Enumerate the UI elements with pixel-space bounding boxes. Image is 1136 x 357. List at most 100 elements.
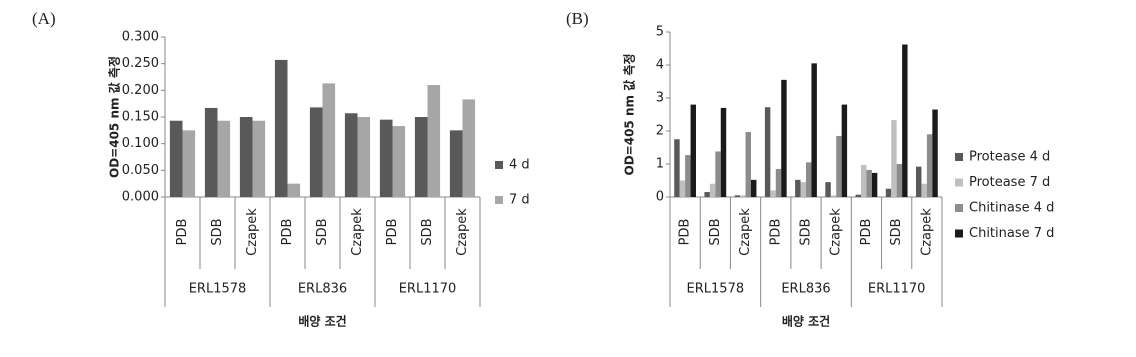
x-tick-label: PDB bbox=[280, 219, 295, 246]
bar bbox=[861, 164, 867, 197]
bar bbox=[770, 190, 776, 197]
bar bbox=[239, 117, 253, 197]
legend-label: Protease 4 d bbox=[969, 150, 1050, 165]
bar bbox=[309, 107, 323, 197]
bar bbox=[916, 166, 922, 197]
bar bbox=[720, 107, 727, 197]
group-label: ERL836 bbox=[298, 282, 347, 297]
legend-label: 7 d bbox=[509, 193, 530, 208]
bar bbox=[679, 180, 686, 197]
bar bbox=[885, 188, 892, 197]
bar bbox=[775, 168, 782, 197]
x-tick-label: PDB bbox=[859, 219, 874, 246]
x-tick-label: PDB bbox=[175, 219, 190, 246]
bar bbox=[379, 119, 393, 197]
x-tick-label: SDB bbox=[889, 218, 904, 245]
legend-swatch bbox=[955, 229, 963, 238]
bar bbox=[866, 169, 872, 197]
bar bbox=[825, 182, 831, 197]
x-tick-label: Czapek bbox=[455, 208, 470, 256]
x-tick-label: Czapek bbox=[738, 208, 753, 256]
x-tick-label: SDB bbox=[315, 218, 330, 245]
x-tick-label: SDB bbox=[420, 218, 435, 245]
y-tick-label: 5 bbox=[656, 25, 664, 40]
bar bbox=[685, 155, 691, 197]
x-tick-label: Czapek bbox=[245, 208, 260, 256]
bar bbox=[896, 164, 903, 197]
y-axis-title: OD=405 nm 값 측정 bbox=[622, 54, 637, 176]
bar bbox=[274, 59, 288, 197]
bar bbox=[841, 104, 848, 197]
y-tick-label: 0.250 bbox=[122, 56, 159, 71]
x-tick-label: Czapek bbox=[919, 208, 934, 256]
bar bbox=[781, 79, 787, 197]
y-tick-label: 0.200 bbox=[122, 83, 159, 98]
x-tick-label: SDB bbox=[799, 218, 814, 245]
legend-swatch bbox=[955, 153, 963, 161]
bar bbox=[734, 195, 741, 197]
bar bbox=[674, 139, 680, 197]
legend-swatch bbox=[495, 196, 503, 204]
y-tick-label: 4 bbox=[656, 58, 664, 73]
bar bbox=[750, 179, 757, 197]
bar bbox=[217, 120, 231, 197]
y-tick-label: 2 bbox=[656, 124, 664, 139]
y-tick-label: 0.000 bbox=[122, 190, 159, 205]
x-tick-label: SDB bbox=[708, 218, 723, 245]
x-tick-label: Czapek bbox=[829, 208, 844, 256]
legend-swatch bbox=[955, 204, 963, 212]
bar bbox=[891, 120, 897, 197]
bar bbox=[830, 195, 837, 197]
bar bbox=[932, 109, 938, 197]
bar bbox=[204, 107, 218, 197]
bar bbox=[795, 179, 801, 197]
bar bbox=[704, 192, 710, 197]
y-tick-label: 0.150 bbox=[122, 110, 159, 125]
bar bbox=[902, 44, 908, 197]
bar bbox=[357, 117, 371, 197]
bar bbox=[414, 117, 428, 197]
bar bbox=[182, 130, 196, 197]
x-tick-label: PDB bbox=[768, 219, 783, 246]
bar bbox=[449, 130, 463, 197]
bar bbox=[344, 113, 358, 197]
bar bbox=[287, 183, 301, 197]
bar bbox=[427, 85, 441, 197]
bar bbox=[764, 107, 771, 197]
x-tick-label: PDB bbox=[385, 219, 400, 246]
y-tick-label: 3 bbox=[656, 91, 664, 106]
x-tick-label: PDB bbox=[678, 219, 693, 246]
x-tick-label: SDB bbox=[210, 218, 225, 245]
bar bbox=[715, 151, 721, 197]
panel-label: (A) bbox=[32, 9, 56, 28]
bar bbox=[740, 195, 746, 197]
y-tick-label: 1 bbox=[656, 157, 664, 172]
bar bbox=[806, 162, 812, 197]
bar bbox=[921, 183, 927, 197]
y-axis-title: OD=405 nm 값 측정 bbox=[107, 56, 122, 178]
bar bbox=[855, 194, 862, 197]
group-label: ERL836 bbox=[781, 282, 830, 297]
bar bbox=[871, 172, 878, 197]
group-label: ERL1578 bbox=[687, 282, 745, 297]
x-axis-title: 배양 조건 bbox=[782, 314, 830, 329]
bar bbox=[690, 104, 696, 197]
bar bbox=[800, 182, 806, 197]
bar bbox=[252, 120, 266, 197]
y-tick-label: 0.300 bbox=[122, 30, 159, 45]
bar bbox=[462, 99, 476, 197]
legend-swatch bbox=[495, 161, 503, 169]
x-axis-title: 배양 조건 bbox=[298, 314, 346, 329]
bar bbox=[392, 126, 406, 197]
bar bbox=[709, 183, 716, 197]
bar bbox=[169, 120, 183, 197]
group-label: ERL1170 bbox=[399, 282, 457, 297]
group-label: ERL1170 bbox=[868, 282, 926, 297]
legend-label: Protease 7 d bbox=[969, 175, 1050, 190]
group-label: ERL1578 bbox=[189, 282, 247, 297]
bar bbox=[745, 131, 751, 197]
y-tick-label: 0.050 bbox=[122, 163, 159, 178]
y-tick-label: 0 bbox=[656, 190, 664, 205]
legend-label: Chitinase 7 d bbox=[969, 226, 1054, 241]
